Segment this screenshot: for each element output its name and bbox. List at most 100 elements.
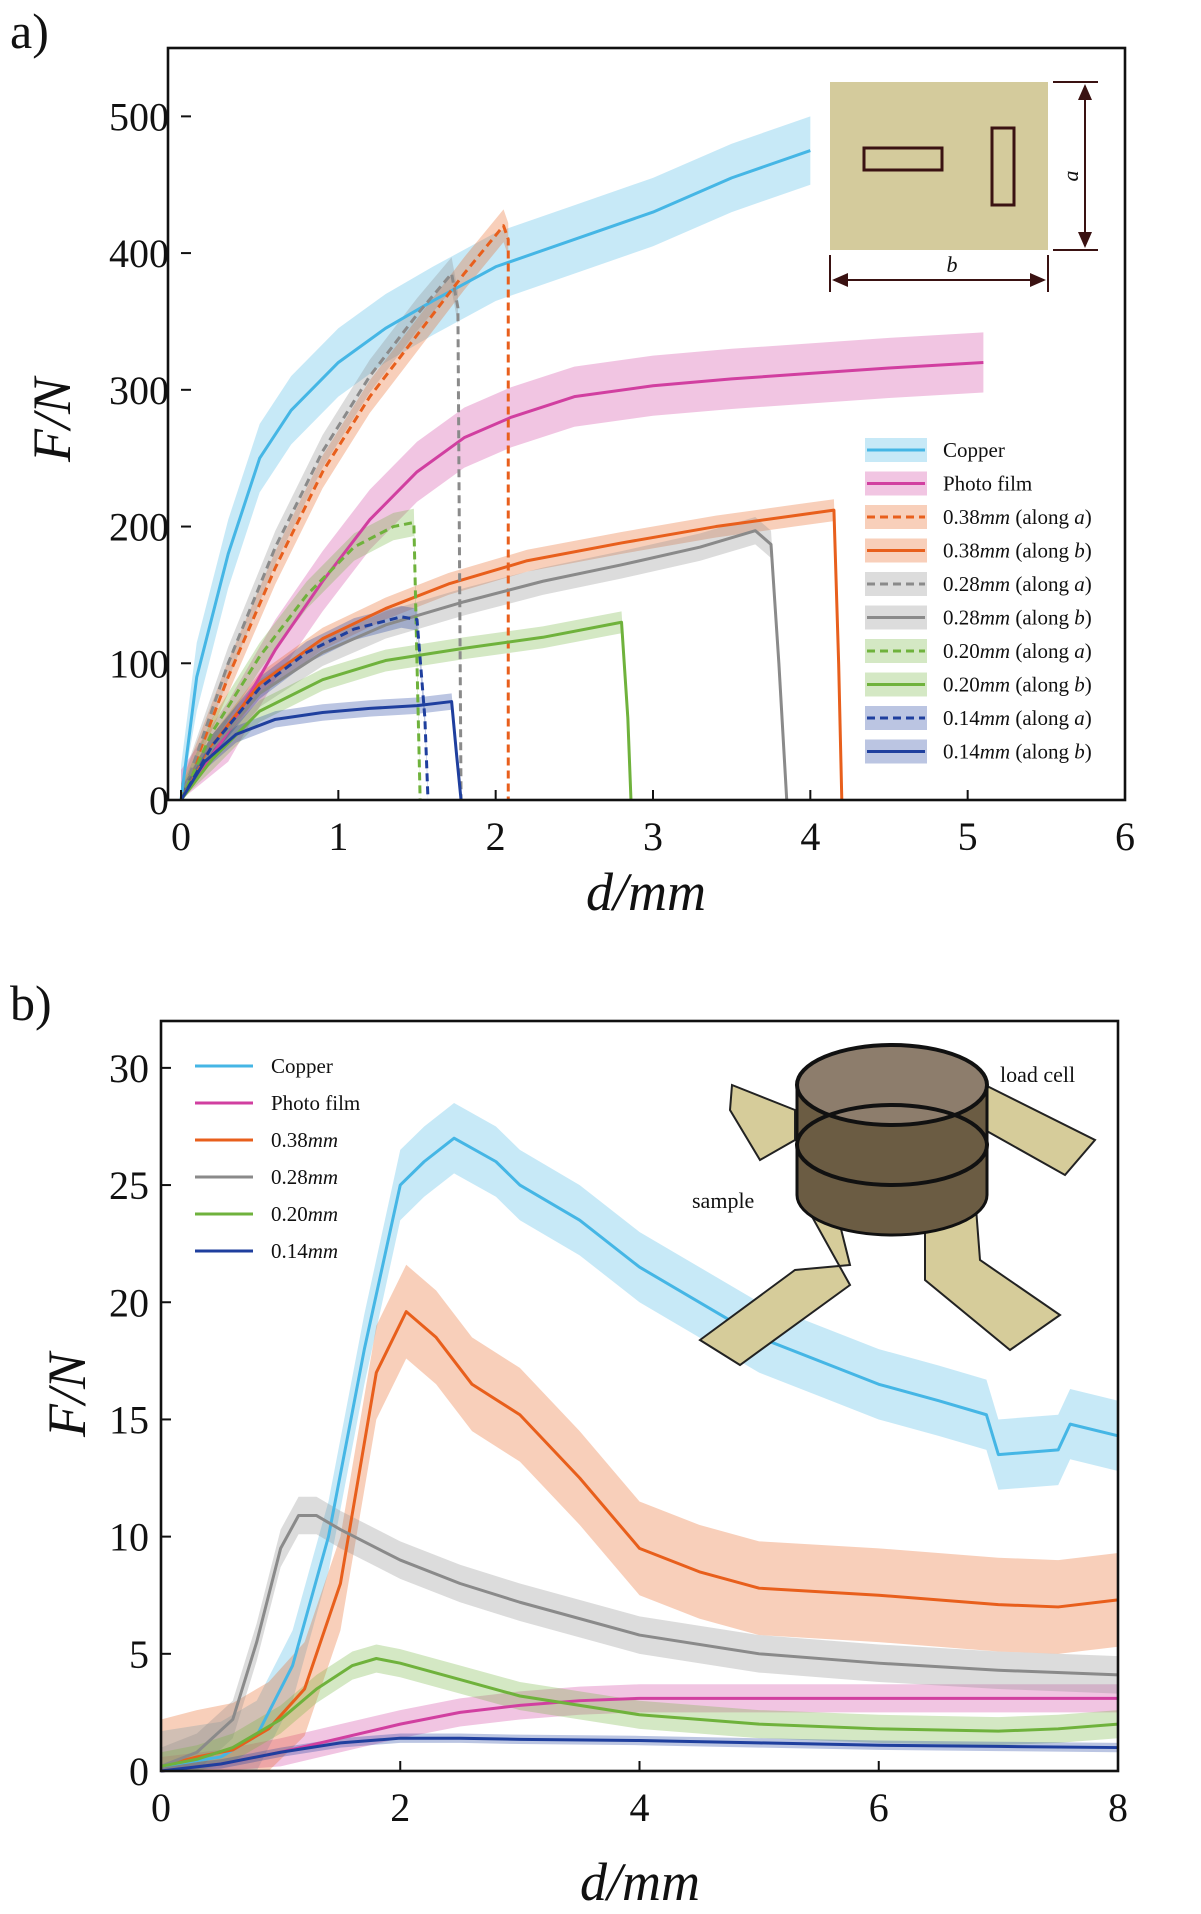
- panel-a-legend: Copper Photo film 0.38mm (along a) 0.38mm (…: [865, 438, 1092, 764]
- load-cell-label: load cell: [1000, 1062, 1075, 1087]
- inset-dim-b-arrow-left: [832, 273, 848, 287]
- panel-a-line-0-14mm-along-b: [179, 700, 463, 801]
- load-cell-body: [795, 1083, 989, 1237]
- panel-b-line-0-38mm: [160, 1310, 1119, 1768]
- panel-b-legend-label: 0.20mm: [271, 1202, 338, 1226]
- panel-b-ytick-label: 25: [109, 1163, 149, 1208]
- panel-b-ticks: 0 2 4 6 8 0 5 10 15 20 25 30: [109, 1046, 1128, 1830]
- panel-b-line-0-20mm: [160, 1657, 1119, 1768]
- panel-a-lines: [179, 149, 984, 801]
- panel-a-line-0-28mm-along-a: [179, 272, 463, 801]
- panel-a-xtick-label: 0: [171, 814, 191, 859]
- panel-b-band-0-38mm: [161, 1264, 1118, 1771]
- panel-a-label: a): [10, 3, 49, 59]
- panel-b-ytick-label: 30: [109, 1046, 149, 1091]
- load-cell-top: [795, 1043, 989, 1127]
- sample-arm-top-left: [728, 1083, 796, 1162]
- panel-a-ytick-label: 300: [109, 368, 169, 413]
- panel-b-lines: [160, 1136, 1119, 1773]
- inset-slot-horizontal: [862, 146, 944, 172]
- panel-a-band-0-14mm-along-a: [181, 605, 429, 800]
- panel-a-legend-label: 0.20mm (along b): [943, 673, 1092, 697]
- inset-sample-plate: [830, 82, 1048, 250]
- panel-a-band-photo-film: [181, 332, 984, 800]
- panel-a-line-0-20mm-along-a: [179, 520, 422, 801]
- panel-b-ytick-label: 20: [109, 1280, 149, 1325]
- inset-dim-b-arrow-right: [1030, 273, 1046, 287]
- panel-a-ytick-label: 400: [109, 231, 169, 276]
- panel-b-xtick-label: 0: [151, 1785, 171, 1830]
- panel-a-legend-label: 0.38mm (along a): [943, 505, 1092, 529]
- panel-a-ytick-label: 100: [109, 641, 169, 686]
- panel-b: b) 0 2 4 6 8 0 5 10 15 20 25 30 d/mm F/N load cell …: [10, 975, 1128, 1912]
- sample-label: sample: [692, 1188, 754, 1213]
- inset-dim-a-arrow-bottom: [1078, 232, 1092, 248]
- panel-b-band-photo-film: [161, 1684, 1118, 1771]
- panel-a-xtick-label: 5: [958, 814, 978, 859]
- panel-b-xtick-label: 2: [390, 1785, 410, 1830]
- sample-arm-top-right: [984, 1083, 1097, 1177]
- panel-a-ytick-label: 200: [109, 505, 169, 550]
- panel-a-band-0-28mm-along-b: [181, 516, 787, 800]
- panel-b-line-copper: [160, 1136, 1119, 1768]
- panel-b-line-0-28mm: [160, 1514, 1119, 1768]
- panel-a-xtick-label: 4: [800, 814, 820, 859]
- panel-a-x-label: d/mm: [586, 862, 706, 922]
- panel-a-legend-label: 0.20mm (along a): [943, 639, 1092, 663]
- panel-b-legend: Copper Photo film 0.38mm 0.28mm 0.20mm 0.14mm: [195, 1054, 360, 1263]
- panel-a-line-0-28mm-along-b: [179, 529, 789, 801]
- inset-slot-vertical: [990, 126, 1016, 207]
- inset-dim-a-label: a: [1058, 171, 1083, 182]
- panel-a-band-copper: [181, 116, 811, 800]
- panel-a-xtick-label: 1: [328, 814, 348, 859]
- panel-b-ytick-label: 15: [109, 1397, 149, 1442]
- sample-arm-bottom-left: [698, 1194, 852, 1367]
- panel-b-y-label: F/N: [37, 1350, 97, 1438]
- panel-b-xtick-label: 8: [1108, 1785, 1128, 1830]
- panel-a-ytick-label: 500: [109, 94, 169, 139]
- panel-b-band-copper: [161, 1103, 1118, 1771]
- panel-a-frame: [166, 46, 1127, 802]
- panel-a-legend-label: 0.38mm (along b): [943, 539, 1092, 563]
- panel-a-legend-label: Copper: [943, 438, 1005, 462]
- inset-dim-b-label: b: [947, 252, 958, 277]
- panel-a-legend-label: 0.14mm (along a): [943, 706, 1092, 730]
- panel-b-ytick-label: 10: [109, 1515, 149, 1560]
- panel-b-legend-label: 0.14mm: [271, 1239, 338, 1263]
- panel-a-line-0-38mm-along-b: [179, 508, 844, 801]
- panel-a-band-0-38mm-along-a: [181, 209, 509, 800]
- panel-b-band-0-14mm: [161, 1733, 1118, 1771]
- panel-b-xtick-label: 4: [630, 1785, 650, 1830]
- panel-a-band-0-28mm-along-a: [181, 257, 462, 800]
- panel-a-y-label: F/N: [22, 375, 82, 463]
- panel-b-ytick-label: 5: [129, 1632, 149, 1677]
- panel-b-legend-label: Photo film: [271, 1091, 360, 1115]
- panel-b-legend-label: 0.28mm: [271, 1165, 338, 1189]
- panel-a-line-copper: [179, 149, 811, 801]
- panel-a-legend-label: 0.14mm (along b): [943, 740, 1092, 764]
- panel-b-line-0-14mm: [160, 1736, 1119, 1773]
- panel-a-line-0-14mm-along-a: [179, 615, 430, 801]
- panel-a-band-0-20mm-along-a: [181, 508, 421, 800]
- panel-b-label: b): [10, 975, 52, 1031]
- panel-a-line-0-38mm-along-a: [179, 224, 510, 801]
- panel-a-xtick-label: 3: [643, 814, 663, 859]
- panel-a-legend-label: 0.28mm (along a): [943, 572, 1092, 596]
- panel-b-legend-label: 0.38mm: [271, 1128, 338, 1152]
- panel-b-legend-label: Copper: [271, 1054, 333, 1078]
- inset-dim-a-arrow-top: [1078, 84, 1092, 100]
- panel-b-band-0-20mm: [161, 1644, 1118, 1771]
- panel-b-x-label: d/mm: [580, 1852, 700, 1912]
- panel-a-legend-label: Photo film: [943, 472, 1032, 496]
- panel-b-inset-diagram: load cell sample: [692, 1043, 1097, 1367]
- panel-b-xtick-label: 6: [869, 1785, 889, 1830]
- panel-a-xtick-label: 6: [1115, 814, 1135, 859]
- panel-a-inset-diagram: a b: [829, 81, 1098, 292]
- panel-a-ytick-label: 0: [149, 778, 169, 823]
- panel-a-legend-label: 0.28mm (along b): [943, 606, 1092, 630]
- panel-a-band-0-38mm-along-b: [181, 499, 842, 800]
- panel-a-ticks: 0 1 2 3 4 5 6 0 100 200 300 400 500: [109, 94, 1135, 859]
- panel-a-xtick-label: 2: [486, 814, 506, 859]
